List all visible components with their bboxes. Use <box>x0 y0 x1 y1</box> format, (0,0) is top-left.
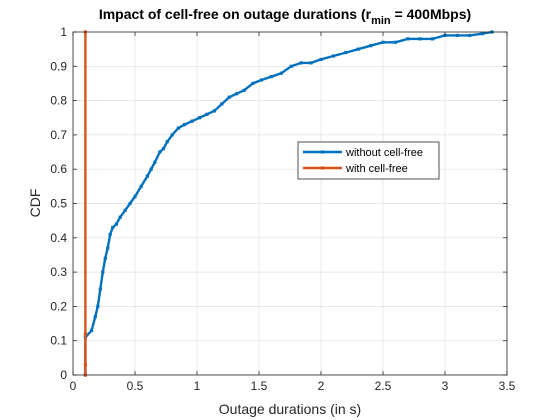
y-tick-label: 0.2 <box>50 299 67 313</box>
y-tick-labels: 0 0.1 0.2 0.3 0.4 0.5 0.6 0.7 0.8 0.9 1 <box>50 25 67 382</box>
data-point <box>242 88 246 92</box>
legend-marker <box>321 150 325 154</box>
legend-label: with cell-free <box>345 163 408 175</box>
data-point <box>176 126 180 130</box>
data-point <box>369 44 373 48</box>
data-point <box>235 92 239 96</box>
data-point <box>406 37 410 41</box>
legend-label: without cell-free <box>345 147 423 159</box>
x-tick-label: 0.5 <box>127 379 144 393</box>
legend-marker <box>321 166 325 170</box>
data-point <box>269 74 273 79</box>
y-tick-label: 0.5 <box>50 197 67 211</box>
data-point <box>480 32 484 36</box>
y-tick-label: 0.1 <box>50 334 67 348</box>
data-point <box>133 195 137 199</box>
data-point <box>165 140 169 144</box>
tick-marks <box>72 31 508 376</box>
y-tick-label: 1 <box>60 25 67 39</box>
data-point <box>431 37 435 41</box>
data-point <box>98 287 102 291</box>
data-point <box>96 304 100 308</box>
data-point <box>170 133 174 137</box>
data-point <box>106 246 110 250</box>
legend: without cell-free with cell-free <box>297 141 440 180</box>
data-point <box>344 50 348 55</box>
data-point <box>118 215 122 219</box>
data-point <box>197 116 202 120</box>
y-tick-label: 0.6 <box>50 162 67 176</box>
x-tick-label: 2 <box>318 379 325 393</box>
data-point <box>83 363 87 367</box>
x-tick-label: 1 <box>194 379 201 393</box>
data-point <box>111 225 115 230</box>
data-point <box>418 37 422 41</box>
data-point <box>381 40 385 44</box>
data-point <box>108 232 112 236</box>
x-tick-labels: 0 0.5 1 1.5 2 2.5 3 3.5 <box>70 379 516 393</box>
data-point <box>128 201 132 206</box>
y-tick-label: 0.7 <box>50 128 67 142</box>
data-point <box>190 119 194 123</box>
data-point <box>279 71 283 75</box>
legend-box <box>297 141 440 180</box>
data-point <box>319 57 323 62</box>
y-tick-label: 0.9 <box>50 59 67 73</box>
x-tick-label: 3.5 <box>499 379 516 393</box>
data-point <box>289 64 293 68</box>
data-point <box>161 147 166 151</box>
data-point <box>227 95 231 99</box>
y-tick-label: 0.3 <box>50 265 67 279</box>
chart-title-main: Impact of cell-free on outage durations … <box>99 6 372 22</box>
x-tick-label: 3 <box>442 379 449 393</box>
data-point <box>139 184 143 188</box>
data-point <box>205 112 209 116</box>
data-point <box>393 40 397 44</box>
data-point <box>114 222 118 226</box>
data-point <box>158 150 162 154</box>
y-tick-label: 0 <box>60 368 67 382</box>
x-tick-label: 1.5 <box>251 379 268 393</box>
data-point <box>309 61 313 65</box>
data-point <box>299 61 303 65</box>
chart-title-subscript: min <box>371 15 391 27</box>
y-axis-label: CDF <box>27 189 43 218</box>
data-point <box>331 54 335 58</box>
data-point <box>259 78 264 82</box>
data-point <box>212 109 216 113</box>
data-point <box>103 256 107 260</box>
data-point <box>149 167 153 171</box>
x-axis-label: Outage durations (in s) <box>219 401 361 417</box>
chart-title: Impact of cell-free on outage durations … <box>99 6 471 27</box>
chart-title-suffix: = 400Mbps) <box>391 6 472 22</box>
data-point <box>123 208 127 212</box>
data-point <box>251 81 255 86</box>
data-point <box>90 328 94 333</box>
data-point <box>145 174 149 178</box>
data-point <box>220 102 224 106</box>
data-point <box>93 315 97 319</box>
x-tick-label: 2.5 <box>375 379 392 393</box>
x-tick-label: 0 <box>70 379 77 393</box>
data-point <box>468 33 472 38</box>
data-point <box>455 33 459 38</box>
data-point <box>83 332 87 336</box>
y-tick-label: 0.4 <box>50 231 67 245</box>
data-point <box>183 123 187 127</box>
data-point <box>356 47 360 51</box>
data-point <box>153 160 157 164</box>
y-tick-label: 0.8 <box>50 94 67 108</box>
data-point <box>101 270 105 274</box>
